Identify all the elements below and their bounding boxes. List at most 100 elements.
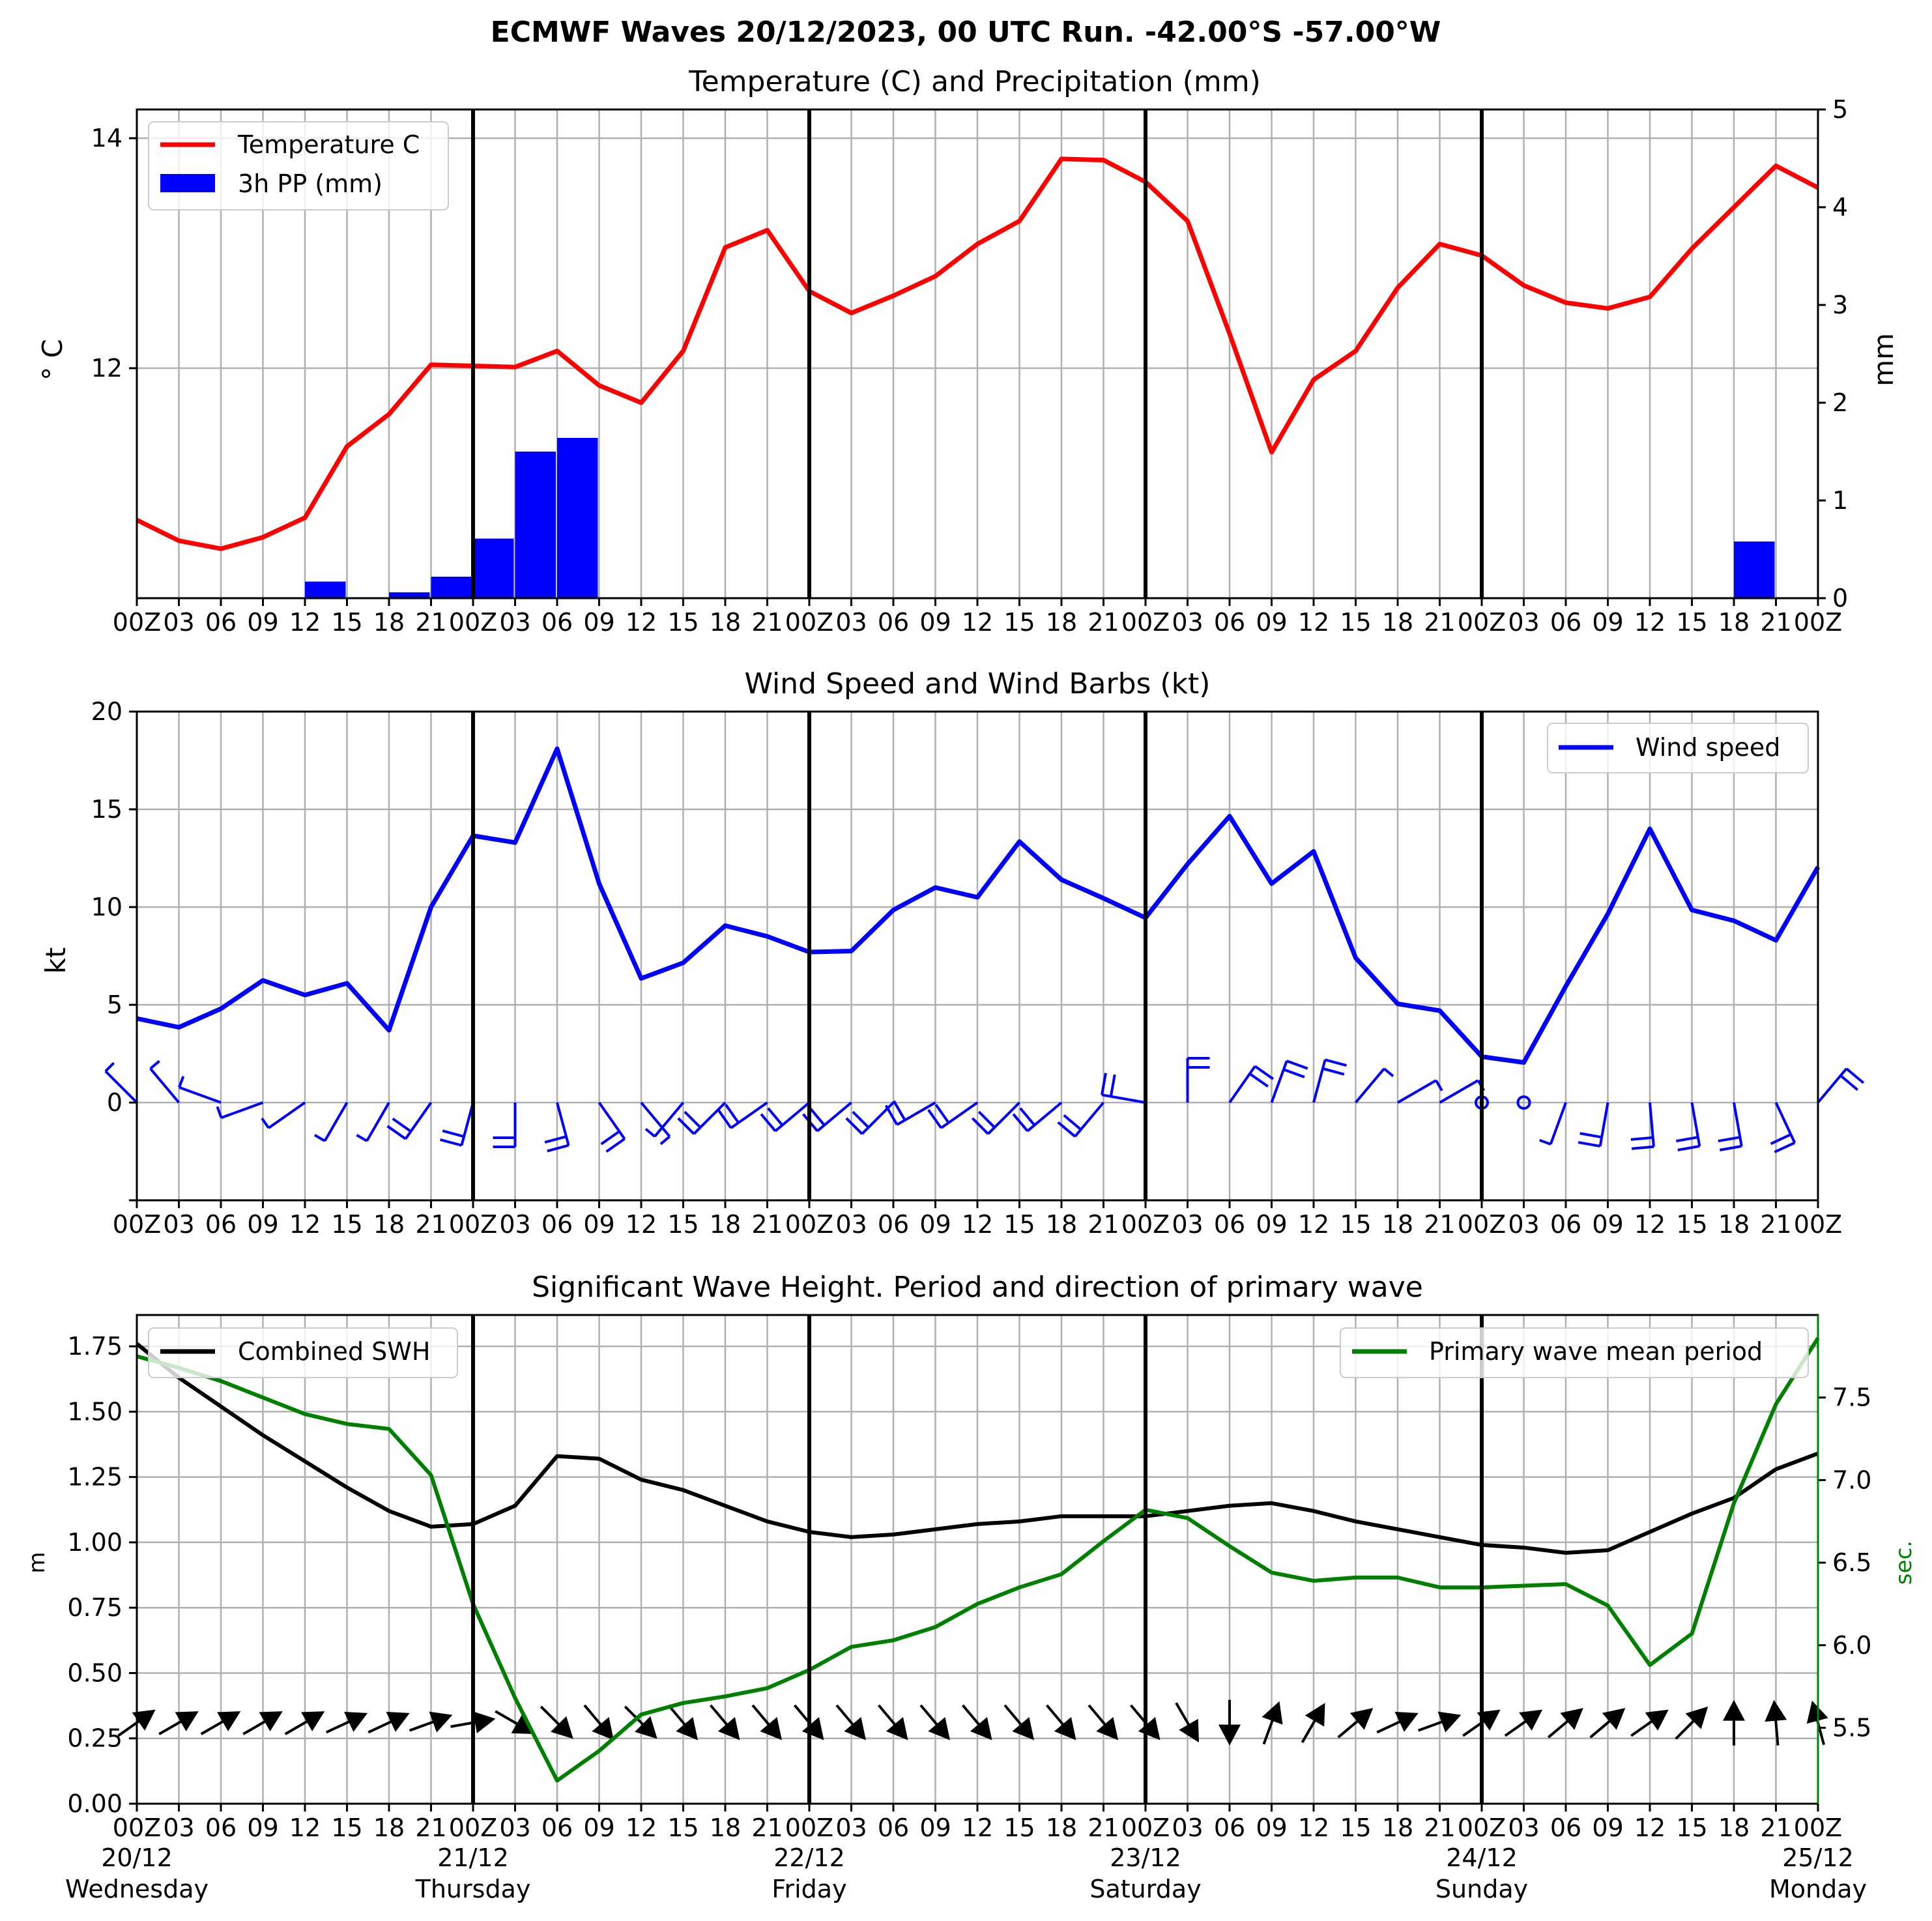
wind-barb-staff (1101, 1093, 1146, 1104)
x-tick-label: 12 (626, 608, 657, 637)
x-tick-label: 15 (1340, 608, 1371, 637)
x-tick-label: 21 (1424, 1210, 1455, 1239)
wave-arrow (919, 1704, 950, 1740)
y-tick-label: 5 (107, 990, 123, 1019)
wind-barb (1817, 1067, 1865, 1104)
x-tick-label: 00Z (449, 1210, 497, 1239)
wind-barb-feather (677, 1117, 695, 1135)
wave-arrow (200, 1711, 241, 1735)
panel-title: Wind Speed and Wind Barbs (kt) (745, 667, 1211, 701)
wind-barb (1270, 1060, 1308, 1103)
x-tick-label: 06 (878, 1813, 909, 1842)
x-tick-label: 18 (1046, 608, 1077, 637)
wave-arrow-head (344, 1711, 368, 1732)
wave-arrow-head (259, 1711, 283, 1731)
wind-barb-feather (659, 1135, 670, 1146)
wind-barb (1012, 1101, 1063, 1133)
wave-arrow-head (1262, 1701, 1283, 1725)
wind-barb-feather (1719, 1144, 1742, 1151)
x-tick-label: 03 (1172, 1813, 1203, 1842)
wind-barb (884, 1100, 936, 1126)
wave-arrow (1504, 1709, 1543, 1737)
wave-arrow-head (1054, 1717, 1076, 1740)
axes: 00Z 03 06 09 12 15 18 21 00Z 03 06 09 12 15 18 21 00Z 03 0… (67, 1314, 1871, 1842)
wave-arrow-head (592, 1717, 614, 1740)
wave-arrow (1337, 1708, 1374, 1739)
wave-series (136, 1336, 1820, 1783)
x-tick-label: 06 (1550, 608, 1581, 637)
wave-arrow (1088, 1704, 1118, 1740)
wind-barb (149, 1060, 180, 1104)
wave-arrow (325, 1711, 368, 1734)
y2-tick-label: 7.5 (1832, 1383, 1871, 1412)
x-tick-label: 03 (835, 608, 867, 637)
y-tick-label: 1.75 (67, 1332, 123, 1361)
precip-bar (473, 538, 514, 598)
wind-barb-feather (1063, 1114, 1082, 1131)
x-tick-label: 21 (1424, 1813, 1455, 1842)
wind-barb-staff (987, 1101, 1020, 1135)
y-axis-label: kt (40, 947, 72, 974)
wind-barb-staff (104, 1070, 138, 1104)
x-tick-label: 00Z (113, 1210, 161, 1239)
wave-panel: Significant Wave Height. Period and dire… (24, 1271, 1917, 1903)
wind-barb (1539, 1102, 1567, 1146)
x-tick-label: 12 (626, 1210, 657, 1239)
wave-arrow (835, 1704, 866, 1740)
wind-barb (760, 1101, 811, 1133)
y-tick-label: 0.50 (67, 1658, 123, 1687)
wave-arrow (1376, 1711, 1419, 1734)
wind-barb-feather (1383, 1067, 1394, 1078)
wave-arrow-head (1765, 1699, 1787, 1722)
x-tick-label: 15 (1676, 608, 1707, 637)
x-tick-label: 09 (919, 608, 951, 637)
date-labels: 20/12 Wednesday 21/12 Thursday 22/12 Friday 23… (65, 1843, 1867, 1903)
x-tick-label: 15 (1003, 1813, 1035, 1842)
x-tick-label: 06 (1214, 1210, 1245, 1239)
wave-arrow-head (844, 1717, 866, 1740)
precip-bar (305, 581, 346, 598)
x-tick-label: 09 (919, 1210, 951, 1239)
x-tick-label: 00Z (449, 608, 497, 637)
day-label: Wednesday (65, 1875, 209, 1903)
wind-barb-feather (893, 1100, 906, 1121)
wind-barb-staff (220, 1101, 264, 1119)
wave-arrow-head (429, 1711, 453, 1733)
wind-barb-staff (556, 1102, 570, 1146)
wave-direction-arrows (117, 1699, 1828, 1746)
wave-arrow (1129, 1704, 1161, 1740)
x-tick-label: 00Z (113, 1813, 161, 1842)
x-tick-label: 06 (1550, 1210, 1581, 1239)
wave-arrow-head (886, 1717, 908, 1740)
y2-axis-label: sec. (1891, 1540, 1917, 1585)
wave-arrow-head (386, 1711, 410, 1732)
x-tick-label: 21 (1760, 1210, 1791, 1239)
x-tick-label: 03 (1172, 1210, 1203, 1239)
wind-barb (104, 1062, 138, 1104)
x-tick-label: 12 (962, 1813, 993, 1842)
wind-barb-staff (693, 1101, 727, 1135)
y-tick-label: 1.00 (67, 1528, 123, 1557)
y-tick-label: 15 (91, 795, 123, 824)
x-tick-label: 15 (331, 1210, 362, 1239)
wave-arrow (961, 1704, 992, 1740)
wind-barb-feather (760, 1113, 777, 1132)
wave-arrow-head (132, 1709, 156, 1731)
wave-arrow-head (1218, 1724, 1241, 1746)
x-tick-label: 15 (331, 608, 362, 637)
x-tick-label: 21 (1088, 1210, 1119, 1239)
wave-arrow-head (1645, 1709, 1669, 1731)
wind-barb-staff (1396, 1079, 1437, 1104)
wave-arrow-head (1305, 1703, 1325, 1727)
wind-barb-feather (644, 1127, 656, 1138)
wind-barb (927, 1101, 979, 1129)
x-tick-label: 06 (541, 1813, 573, 1842)
x-tick-label: 15 (1003, 608, 1035, 637)
day-label: Sunday (1435, 1875, 1528, 1903)
y2-tick-label: 6.5 (1832, 1548, 1871, 1577)
wind-barb (677, 1101, 727, 1135)
wind-barb-feather (1019, 1107, 1036, 1126)
wind-barb-staff (1074, 1101, 1105, 1138)
x-tick-label: 12 (289, 1813, 321, 1842)
wind-barb-staff (149, 1067, 180, 1104)
